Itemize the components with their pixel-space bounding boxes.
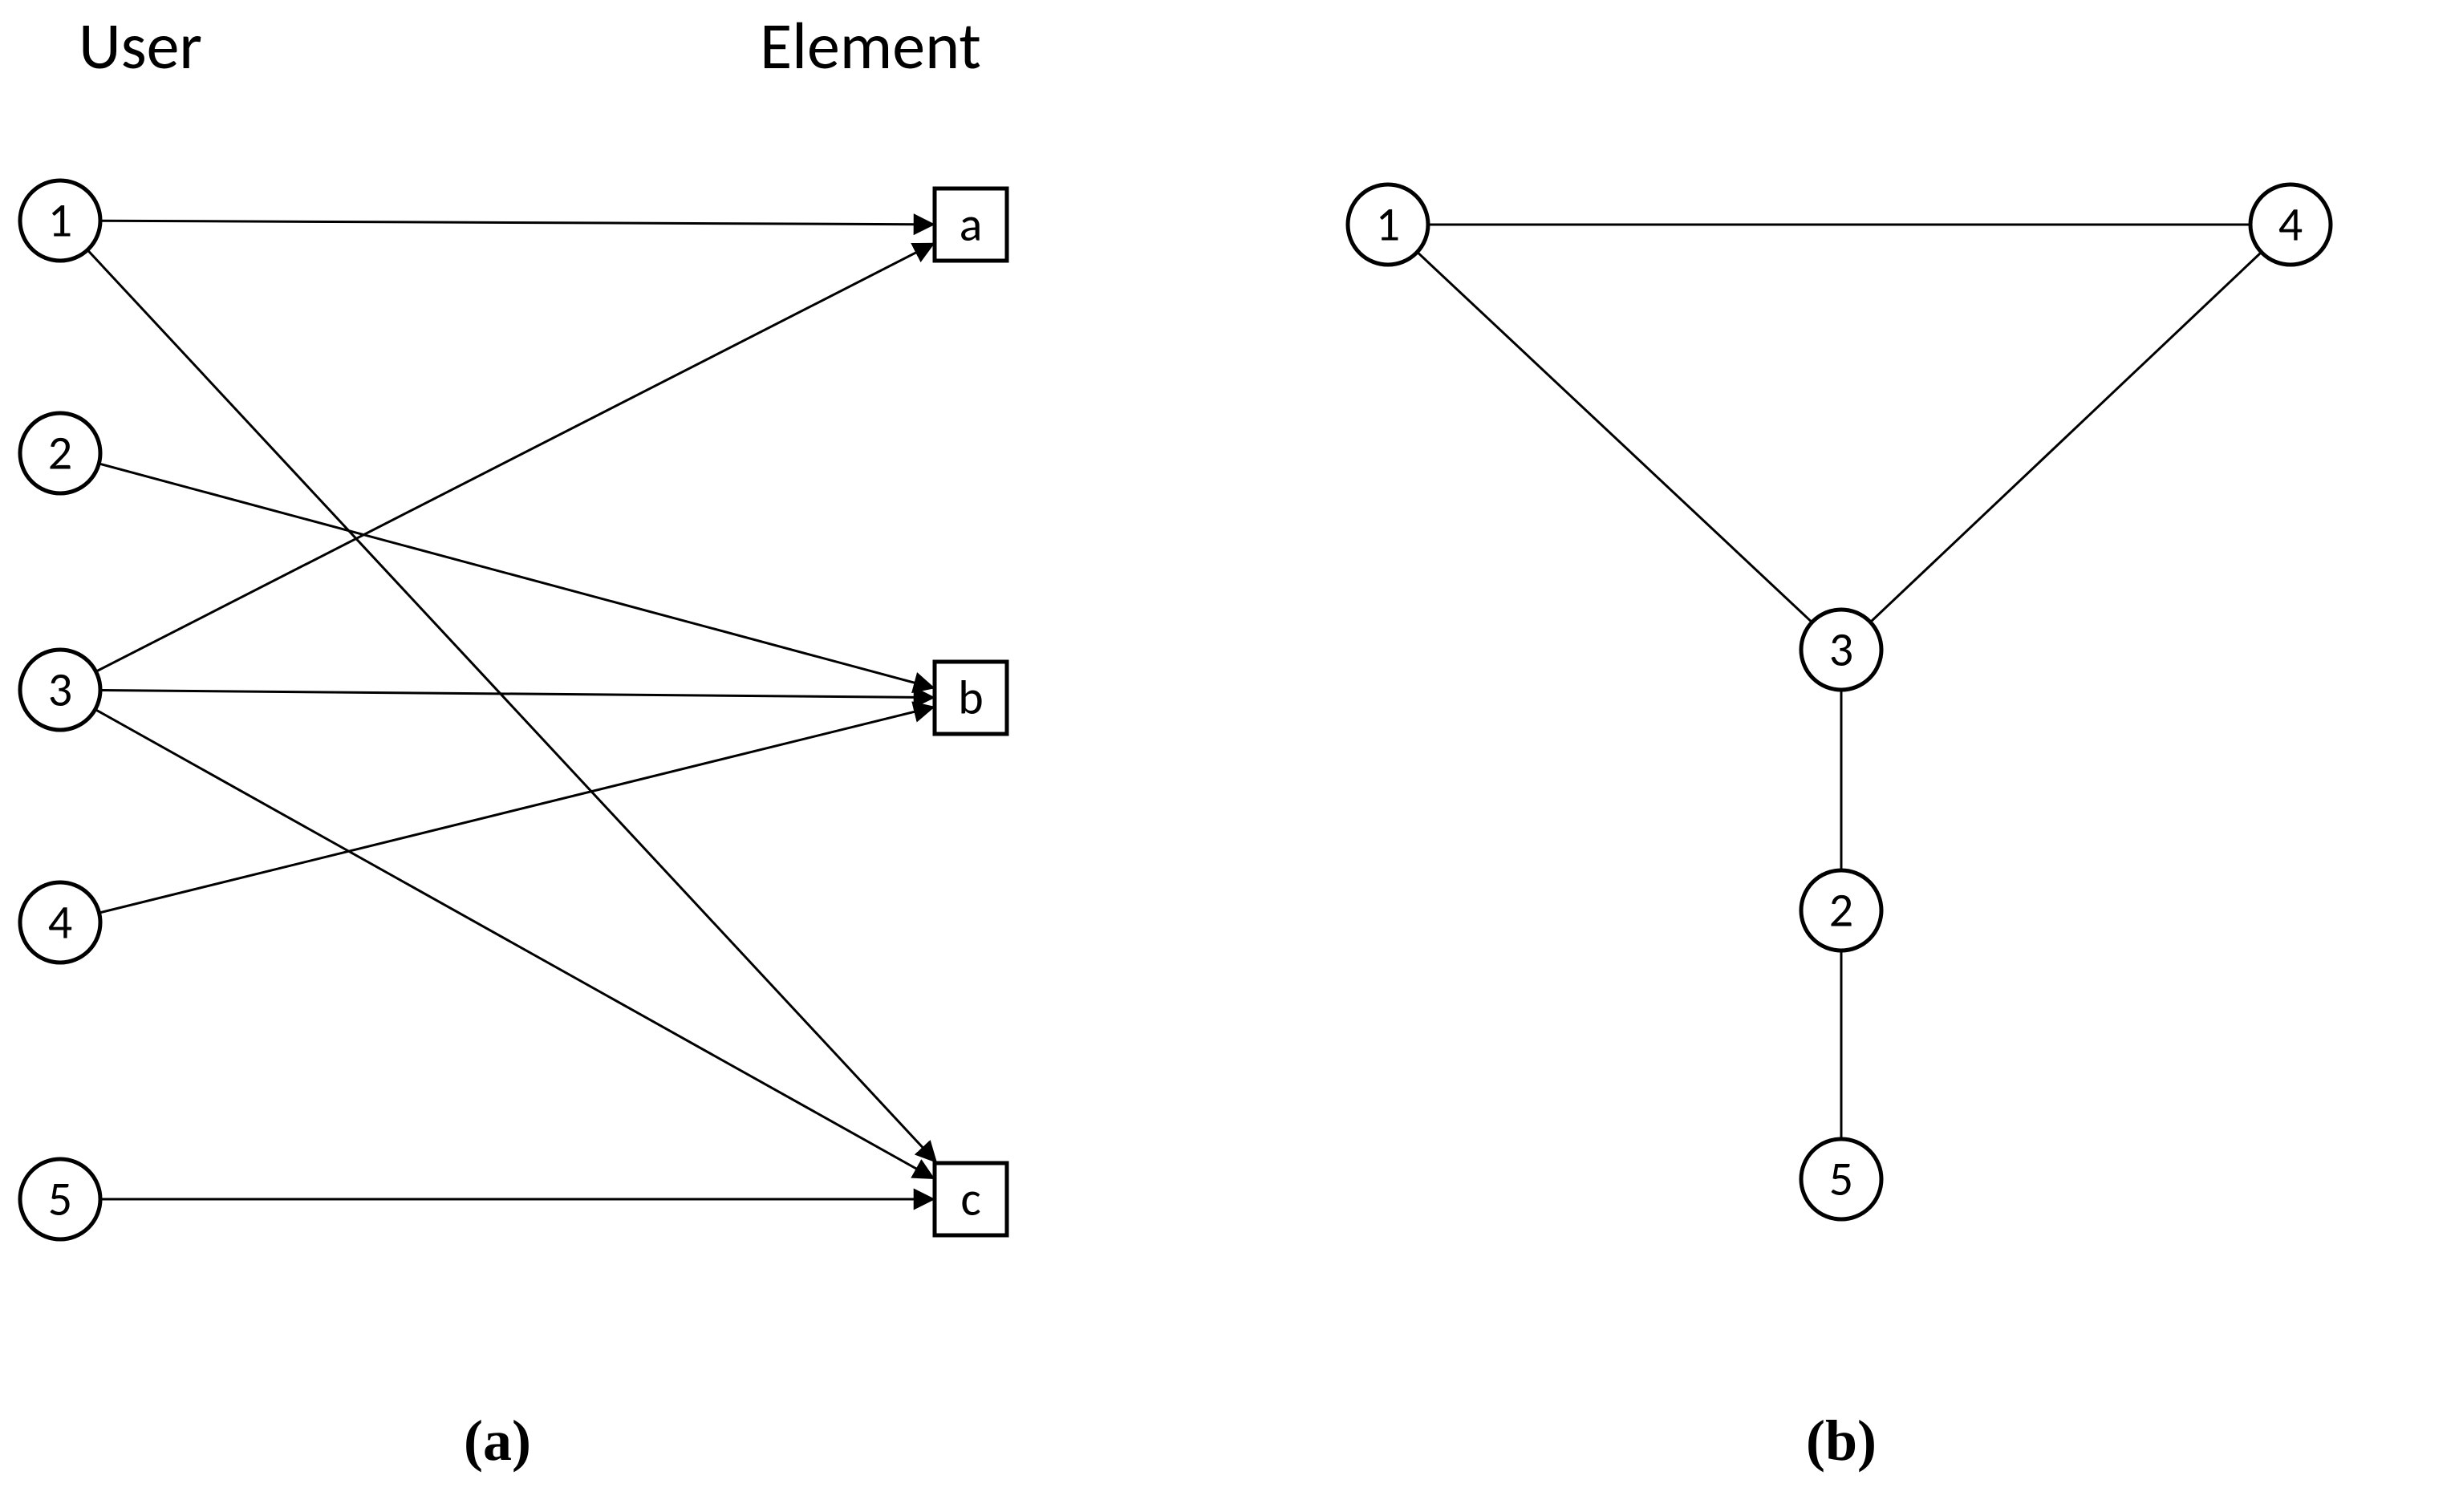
edge-n1-n3 bbox=[1417, 252, 1812, 622]
element-node-label-a: a bbox=[960, 196, 983, 254]
graph-node-label-5: 5 bbox=[1829, 1150, 1853, 1209]
element-node-label-c: c bbox=[960, 1170, 980, 1229]
user-node-label-4: 4 bbox=[48, 894, 72, 952]
user-node-label-2: 2 bbox=[48, 424, 72, 483]
edge-u3-ea bbox=[96, 244, 933, 671]
edge-u3-ec bbox=[95, 709, 933, 1178]
user-header: User bbox=[79, 6, 202, 87]
edge-n4-n3 bbox=[1870, 252, 2261, 622]
diagram-canvas: 1 2 3 4 5 a b c 1 4 3 2 5 User Element (a) (b) bbox=[0, 0, 2463, 1512]
edge-u3-eb bbox=[100, 690, 933, 697]
user-node-label-3: 3 bbox=[48, 661, 72, 720]
user-node-label-5: 5 bbox=[48, 1170, 72, 1229]
user-node-label-1: 1 bbox=[48, 192, 72, 250]
edge-u1-ea bbox=[100, 221, 933, 225]
graph-node-label-1: 1 bbox=[1376, 196, 1400, 254]
element-header: Element bbox=[760, 6, 981, 87]
graph-node-label-3: 3 bbox=[1829, 621, 1853, 679]
caption-b: (b) bbox=[1806, 1409, 1877, 1473]
edge-u2-eb bbox=[99, 464, 933, 687]
graph-node-label-4: 4 bbox=[2278, 196, 2303, 254]
caption-a: (a) bbox=[464, 1409, 531, 1473]
graph-node-label-2: 2 bbox=[1829, 882, 1853, 940]
element-node-label-b: b bbox=[958, 669, 984, 728]
edge-u1-ec bbox=[87, 250, 935, 1161]
edge-u4-eb bbox=[99, 707, 933, 913]
